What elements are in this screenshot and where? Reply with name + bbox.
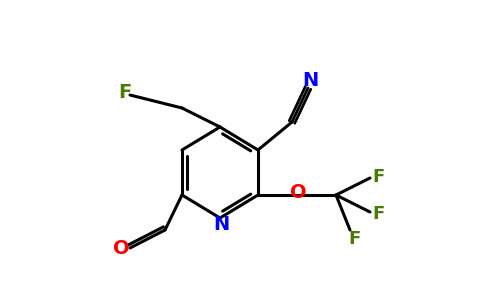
Text: O: O [113, 239, 129, 259]
Text: N: N [302, 71, 318, 91]
Text: F: F [373, 168, 385, 186]
Text: F: F [373, 205, 385, 223]
Text: F: F [119, 82, 132, 101]
Text: N: N [213, 214, 229, 233]
Text: F: F [348, 230, 360, 248]
Text: O: O [290, 182, 306, 202]
